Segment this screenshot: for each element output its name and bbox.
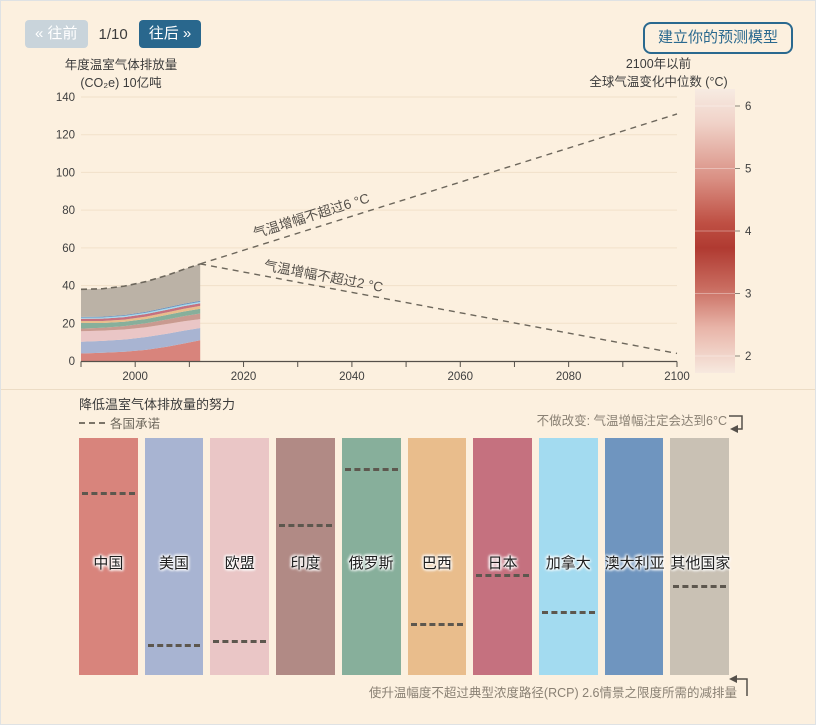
svg-text:2000: 2000 <box>122 371 148 383</box>
pledge-line <box>279 524 332 527</box>
country-bar-5[interactable]: 巴西 <box>407 438 467 675</box>
prev-slide-button[interactable]: « 往前 <box>25 20 88 48</box>
country-bar-label: 加拿大 <box>545 555 591 572</box>
country-bar-label: 其他国家 <box>670 555 731 572</box>
country-bar-label: 印度 <box>290 555 321 572</box>
country-bar-label: 澳大利亚 <box>604 555 665 572</box>
svg-text:5: 5 <box>745 164 751 176</box>
country-bar-9[interactable]: 其他国家 <box>670 438 731 675</box>
country-bar-7[interactable]: 加拿大 <box>538 438 598 675</box>
y-axis-title-line1: 年度温室气体排放量 <box>64 58 178 72</box>
svg-text:2100: 2100 <box>664 371 690 383</box>
country-bar-label: 巴西 <box>421 555 452 572</box>
pledge-line <box>476 574 529 577</box>
svg-text:2: 2 <box>745 351 751 363</box>
svg-text:20: 20 <box>62 318 75 330</box>
pledge-line <box>82 492 135 495</box>
country-bar-label: 欧盟 <box>224 555 255 572</box>
svg-text:2020: 2020 <box>231 371 257 383</box>
country-bar-2[interactable]: 欧盟 <box>210 438 270 675</box>
country-bar-3[interactable]: 印度 <box>276 438 335 675</box>
svg-text:气温增幅不超过6 °C: 气温增幅不超过6 °C <box>251 190 371 241</box>
country-bar-1[interactable]: 美国 <box>144 438 204 675</box>
no-change-note: 不做改变: 气温增幅注定会达到6°C <box>536 414 727 428</box>
svg-text:气温增幅不超过2 °C: 气温增幅不超过2 °C <box>263 258 385 295</box>
pledge-line <box>541 611 595 614</box>
pledge-line <box>673 585 727 588</box>
svg-text:100: 100 <box>56 167 75 179</box>
svg-text:3: 3 <box>745 289 751 301</box>
country-bar-label: 美国 <box>159 555 190 572</box>
pledge-legend-label: 各国承诺 <box>110 417 161 431</box>
pledge-line <box>344 468 398 471</box>
country-bar-label: 中国 <box>93 555 124 572</box>
rcp-arrow-icon <box>729 675 748 696</box>
slide-nav: « 往前 1/10 往后 » <box>25 20 202 48</box>
bottom-section-title: 降低温室气体排放量的努力 <box>79 397 236 412</box>
build-model-button[interactable]: 建立你的预测模型 <box>642 22 793 54</box>
svg-text:4: 4 <box>745 226 752 238</box>
dashed-line-icon <box>79 421 105 424</box>
pledge-legend: 各国承诺 <box>79 413 160 432</box>
svg-text:40: 40 <box>62 281 75 293</box>
pledge-line <box>213 640 267 643</box>
country-bar-6[interactable]: 日本 <box>473 438 532 675</box>
svg-text:80: 80 <box>62 205 75 217</box>
rcp-note: 使升温幅度不超过典型浓度路径(RCP) 2.6情景之限度所需的减排量 <box>368 686 737 700</box>
y-axis-title: 年度温室气体排放量 (CO₂e) 10亿吨 <box>41 57 201 92</box>
svg-text:2060: 2060 <box>447 371 473 383</box>
svg-text:6: 6 <box>745 101 751 113</box>
svg-text:0: 0 <box>69 356 75 368</box>
country-bar-4[interactable]: 俄罗斯 <box>341 438 401 675</box>
y-axis-title-line2: (CO₂e) 10亿吨 <box>80 75 162 90</box>
svg-text:60: 60 <box>62 243 75 255</box>
color-scale-title-line1: 2100年以前 <box>625 57 692 71</box>
country-bar-8[interactable]: 澳大利亚 <box>604 438 665 675</box>
next-slide-button[interactable]: 往后 » <box>138 20 202 48</box>
pledge-line <box>410 623 464 626</box>
country-bars: 中国 美国 欧盟 印度 俄罗斯 巴西 日本 加拿大 澳大利亚 其他国家 <box>79 438 731 675</box>
svg-text:2080: 2080 <box>556 371 582 383</box>
country-bar-label: 日本 <box>487 555 518 572</box>
svg-text:140: 140 <box>56 92 75 104</box>
country-bar-0[interactable]: 中国 <box>79 438 138 675</box>
color-scale-title: 2100年以前 全球气温变化中位数 (°C) <box>556 56 761 91</box>
svg-text:2040: 2040 <box>339 371 365 383</box>
color-scale-title-line2: 全球气温变化中位数 (°C) <box>589 74 728 89</box>
slide-counter: 1/10 <box>98 25 128 43</box>
country-bar-label: 俄罗斯 <box>348 555 394 572</box>
section-divider <box>1 389 815 390</box>
svg-text:120: 120 <box>56 130 75 142</box>
pledge-line <box>147 644 201 647</box>
no-change-arrow-icon <box>729 415 743 433</box>
